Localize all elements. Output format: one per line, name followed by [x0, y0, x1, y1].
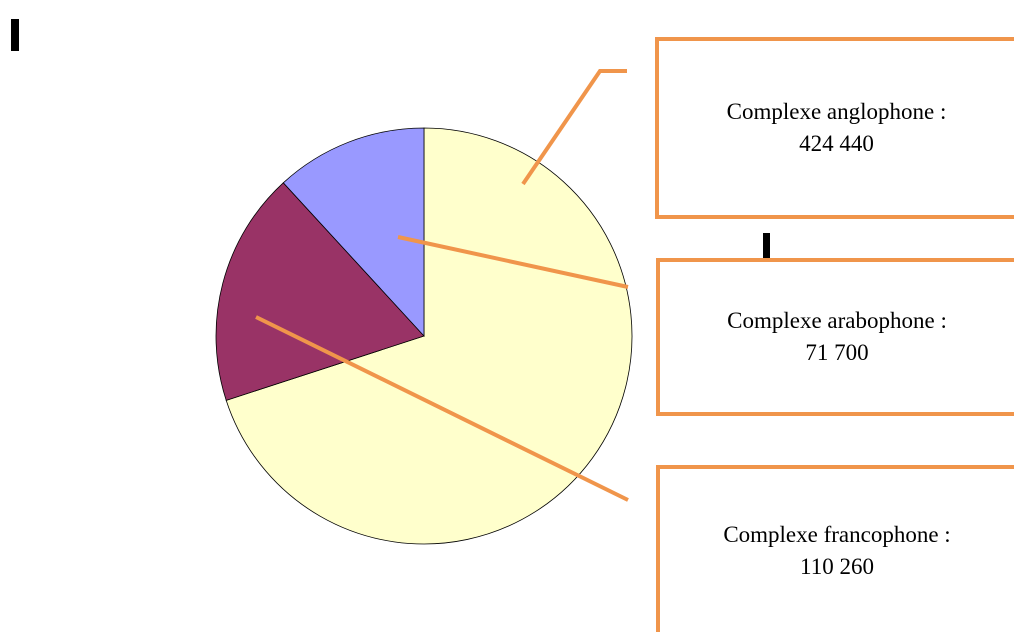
callout-arabophone: Complexe arabophone : 71 700: [656, 258, 1014, 416]
callout-anglophone: Complexe anglophone : 424 440: [655, 37, 1014, 219]
callout-francophone-value: 110 260: [800, 551, 874, 583]
callout-arabophone-value: 71 700: [805, 337, 868, 369]
callout-anglophone-label: Complexe anglophone :: [727, 96, 947, 128]
pie-slices: [216, 128, 632, 544]
callout-francophone: Complexe francophone : 110 260: [656, 465, 1014, 632]
callout-anglophone-value: 424 440: [799, 128, 874, 160]
callout-arabophone-label: Complexe arabophone :: [727, 305, 947, 337]
callout-francophone-label: Complexe francophone :: [723, 519, 950, 551]
